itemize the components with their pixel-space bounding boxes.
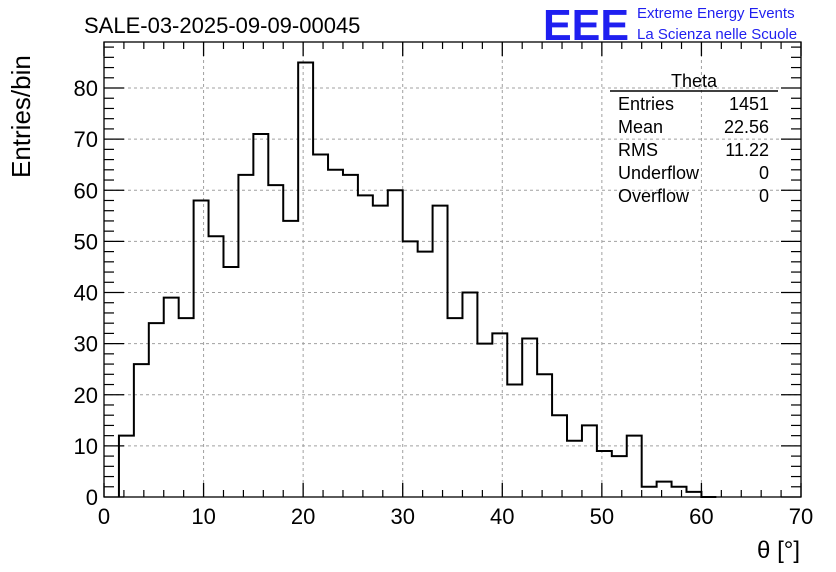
grid-lines bbox=[104, 42, 801, 497]
x-tick-label: 40 bbox=[490, 504, 514, 529]
histogram-bin bbox=[268, 185, 283, 497]
plot-frame bbox=[103, 41, 802, 498]
stats-row-value: 0 bbox=[759, 163, 769, 183]
histogram-bin bbox=[448, 318, 463, 497]
stats-box: Theta Entries 1451 Mean 22.56 RMS 11.22 Underf… bbox=[610, 71, 778, 206]
histogram-bin bbox=[283, 221, 298, 497]
axis-ticks bbox=[103, 42, 802, 498]
stats-row-label: Entries bbox=[618, 94, 674, 114]
histogram-bin bbox=[597, 451, 612, 497]
stats-row-label: RMS bbox=[618, 140, 658, 160]
x-tick-label: 10 bbox=[191, 504, 215, 529]
histogram-bin bbox=[433, 206, 448, 497]
histogram-outline bbox=[117, 61, 717, 498]
histogram-bin bbox=[642, 487, 657, 497]
x-tick-label: 30 bbox=[390, 504, 414, 529]
logo-line-1: Extreme Energy Events bbox=[637, 5, 795, 22]
histogram-bin bbox=[552, 415, 567, 497]
histogram-bin bbox=[672, 487, 687, 497]
histogram-bin bbox=[149, 323, 164, 497]
x-axis-label: θ [°] bbox=[757, 537, 800, 564]
histogram-bin bbox=[627, 436, 642, 497]
stats-row-value: 0 bbox=[759, 186, 769, 206]
histogram-bin bbox=[507, 385, 522, 497]
y-tick-label: 10 bbox=[74, 434, 98, 459]
histogram-bin bbox=[343, 175, 358, 497]
stats-row-label: Underflow bbox=[618, 163, 700, 183]
histogram-bin bbox=[253, 134, 268, 497]
histogram-bin bbox=[209, 236, 224, 497]
y-tick-label: 30 bbox=[74, 332, 98, 357]
x-tick-label: 70 bbox=[789, 504, 813, 529]
axis-tick-labels: 0 10 20 30 40 50 60 70 0 10 20 30 40 50 60 70 80 bbox=[74, 76, 814, 529]
stats-row-value: 11.22 bbox=[725, 140, 769, 160]
y-tick-label: 50 bbox=[74, 229, 98, 254]
eee-logo: EEE Extreme Energy Events La Scienza nel… bbox=[543, 1, 797, 50]
histogram-bin bbox=[657, 482, 672, 497]
histogram-bin bbox=[194, 200, 209, 497]
y-tick-label: 70 bbox=[74, 127, 98, 152]
histogram-bars bbox=[117, 61, 717, 498]
histogram-bin bbox=[537, 374, 552, 497]
histogram-bin bbox=[298, 62, 313, 497]
logo-line-2: La Scienza nelle Scuole bbox=[637, 26, 797, 43]
histogram-bin bbox=[567, 441, 582, 497]
histogram-bin bbox=[134, 364, 149, 497]
histogram-bin bbox=[373, 206, 388, 497]
y-tick-label: 80 bbox=[74, 76, 98, 101]
histogram-bin bbox=[403, 241, 418, 497]
histogram-bin bbox=[418, 252, 433, 497]
y-tick-label: 60 bbox=[74, 178, 98, 203]
stats-row-label: Mean bbox=[618, 117, 663, 137]
y-tick-label: 40 bbox=[74, 281, 98, 306]
histogram-bin bbox=[582, 425, 597, 497]
histogram-bin bbox=[223, 267, 238, 497]
chart-title: SALE-03-2025-09-09-00045 bbox=[84, 13, 360, 38]
x-tick-label: 50 bbox=[590, 504, 614, 529]
stats-row-value: 22.56 bbox=[724, 117, 769, 137]
histogram-bin bbox=[358, 195, 373, 497]
histogram-bin bbox=[612, 456, 627, 497]
histogram-bin bbox=[164, 298, 179, 497]
x-tick-label: 60 bbox=[689, 504, 713, 529]
y-tick-label: 20 bbox=[74, 383, 98, 408]
logo-mark: EEE bbox=[543, 1, 629, 50]
x-tick-label: 0 bbox=[98, 504, 110, 529]
histogram-bin bbox=[179, 318, 194, 497]
histogram-bin bbox=[522, 339, 537, 497]
histogram-bin bbox=[119, 436, 134, 497]
histogram-bin bbox=[477, 344, 492, 497]
stats-rows: Entries 1451 Mean 22.56 RMS 11.22 Underflow 0 Ov… bbox=[618, 94, 769, 206]
x-tick-label: 20 bbox=[291, 504, 315, 529]
stats-row-value: 1451 bbox=[729, 94, 769, 114]
stats-row-label: Overflow bbox=[618, 186, 690, 206]
stats-title: Theta bbox=[671, 71, 718, 91]
histogram-bin bbox=[238, 175, 253, 497]
histogram-bin bbox=[492, 333, 507, 497]
y-tick-label: 0 bbox=[86, 485, 98, 510]
histogram-bin bbox=[328, 170, 343, 497]
y-axis-label: Entries/bin bbox=[6, 55, 36, 178]
